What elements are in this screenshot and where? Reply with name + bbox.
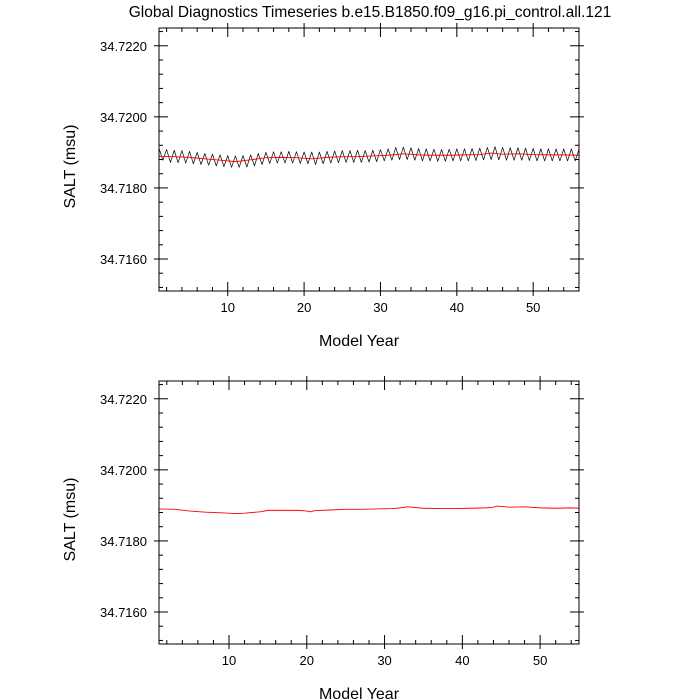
chart-panel-2: 10 20 30 40 50 34.7160 34.7180 34.7200 34.7220 Mo… [62,376,584,700]
x-tick-label: 50 [526,300,540,315]
series-line-monthly [158,146,580,168]
x-tick-label: 40 [455,653,469,668]
x-tick-label: 20 [297,300,311,315]
x-tick-label: 40 [450,300,464,315]
tick-marks [154,23,584,296]
y-tick-label: 34.7220 [100,39,147,54]
chart-panel-1: 10 20 30 40 50 34.7160 34.7180 34.7200 34.7220 Mo… [62,23,584,350]
y-tick-label: 34.7180 [100,181,147,196]
series-line-annual-mean [158,505,580,515]
y-tick-label: 34.7180 [100,534,147,549]
x-tick-label: 30 [373,300,387,315]
x-tick-label: 50 [533,653,547,668]
y-tick-label: 34.7200 [100,463,147,478]
y-tick-label: 34.7160 [100,605,147,620]
x-tick-label: 10 [220,300,234,315]
series-line-annual-mean [158,152,580,163]
y-tick-label: 34.7220 [100,392,147,407]
y-tick-label: 34.7200 [100,110,147,125]
x-axis-label: Model Year [319,686,400,700]
series-group [158,146,580,168]
x-tick-label: 20 [300,653,314,668]
chart-title: Global Diagnostics Timeseries b.e15.B185… [129,4,612,21]
x-axis-label: Model Year [319,333,400,350]
y-axis-label: SALT (msu) [62,478,79,562]
series-group [158,505,580,515]
tick-marks [154,376,584,649]
y-axis-label: SALT (msu) [62,125,79,209]
x-tick-label: 30 [377,653,391,668]
y-tick-label: 34.7160 [100,252,147,267]
x-tick-label: 10 [222,653,236,668]
